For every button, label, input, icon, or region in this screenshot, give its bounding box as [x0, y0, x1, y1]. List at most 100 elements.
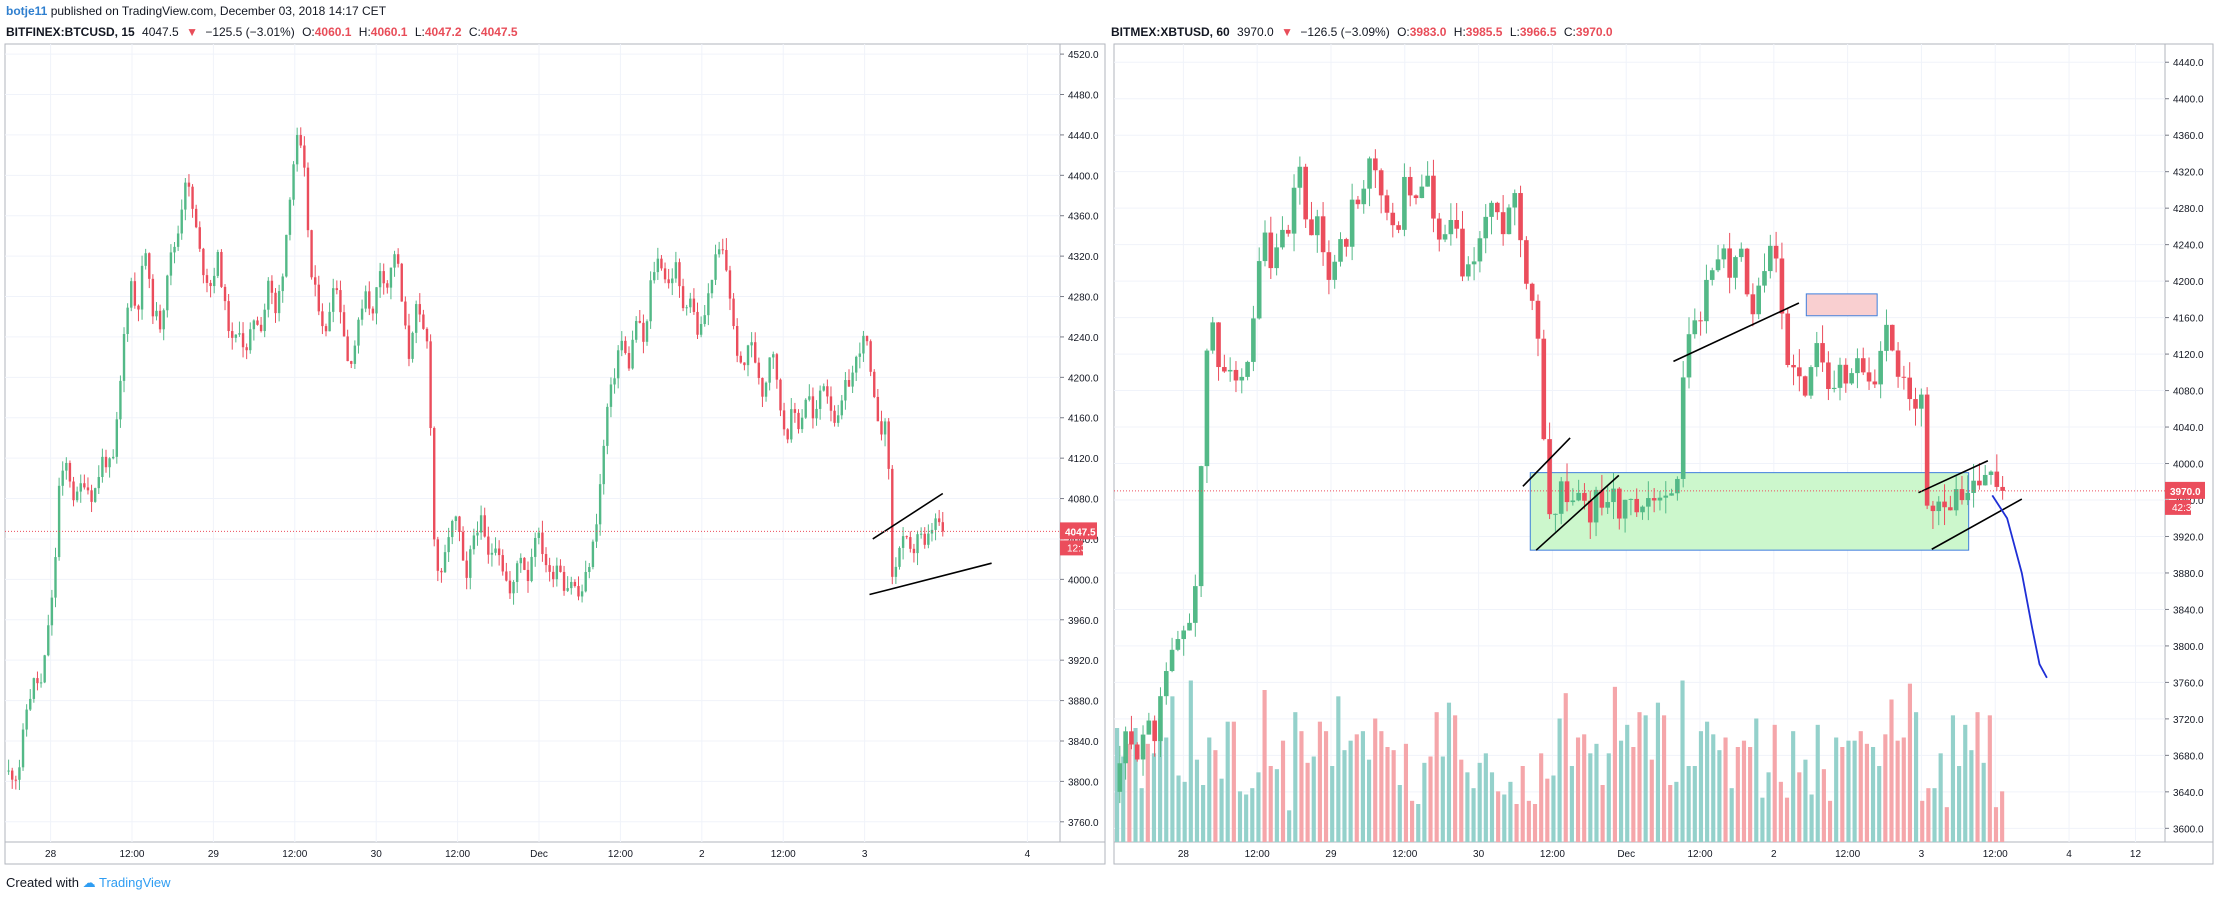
chart-right-volume-bar — [1127, 743, 1132, 842]
chart-right-volume-bar — [1483, 753, 1488, 842]
chart-right-candle-body — [1715, 259, 1721, 271]
tradingview-logo-icon: ☁ — [82, 875, 96, 890]
chart-left-candle-body — [649, 280, 652, 322]
chart-right-candle-body — [1129, 731, 1134, 745]
chart-right-candle-body — [1512, 193, 1518, 208]
chart-left-candle-body — [602, 445, 605, 485]
chart-right-xtick-label: 4 — [2066, 849, 2072, 860]
chart-left-ytick-label: 3880.0 — [1068, 697, 1099, 708]
chart-right-volume-bar — [1225, 721, 1230, 842]
chart-left-candle-body — [429, 341, 432, 429]
chart-right-candle-body — [1785, 313, 1791, 365]
chart-right-volume-bar — [1649, 759, 1654, 842]
chart-left-candle-body — [187, 182, 191, 187]
chart-right-candle-body — [1704, 279, 1709, 322]
chart-left-candle-body — [689, 298, 692, 308]
chart-right-volume-bar — [1164, 737, 1169, 842]
chart-right-volume-bar — [1889, 699, 1894, 842]
chart-left-candle-body — [512, 581, 515, 594]
chart-right-volume-bar — [1428, 756, 1433, 842]
chart-left-candle-body — [703, 315, 706, 325]
chart-right-ytick-label: 4120.0 — [2173, 350, 2204, 361]
chart-right-candle-body — [1640, 506, 1645, 513]
chart-left-candle-body — [552, 571, 555, 580]
chart-right-candle-body — [1576, 492, 1581, 501]
chart-left-candle-body — [180, 209, 183, 234]
chart-right-volume-bar — [1520, 766, 1525, 842]
chart-right-candle-body — [1465, 264, 1471, 277]
left-close: C:4047.5 — [468, 25, 518, 39]
chart-right-candle-body — [1582, 492, 1587, 501]
chart-right-volume-bar — [1944, 807, 1949, 842]
left-chart[interactable]: 3760.0 3800.0 3840.0 3880.0 3920.0 3960.0 4000… — [0, 42, 1110, 870]
chart-left-candle-body — [451, 520, 454, 538]
chart-right-volume-bar — [1176, 775, 1181, 842]
chart-left-candle-body — [378, 271, 382, 288]
chart-right-volume-bar — [1741, 740, 1747, 842]
chart-left-candle-body — [494, 548, 497, 553]
chart-left-candle-body — [47, 625, 50, 656]
left-symbol[interactable]: BITFINEX:BTCUSD, 15 — [6, 25, 135, 39]
chart-left-candle-body — [584, 571, 587, 592]
chart-left-price-label: 4047.5 — [1065, 527, 1096, 538]
chart-right-volume-bar — [1846, 740, 1851, 842]
chart-right-volume-bar — [1496, 791, 1501, 842]
chart-right-candle-body — [1831, 387, 1837, 390]
chart-left-candle-body — [407, 325, 411, 359]
chart-right-xtick-label: 12:00 — [1540, 849, 1565, 860]
chart-right-candle-body — [1338, 239, 1343, 262]
chart-right-volume-bar — [1379, 731, 1384, 842]
chart-right-volume-bar — [1182, 781, 1187, 842]
chart-left-candle-body — [685, 307, 688, 309]
chart-left-candle-body — [54, 557, 57, 598]
chart-right-trendline — [1535, 474, 1620, 551]
chart-right-volume-bar — [1883, 734, 1888, 842]
right-symbol[interactable]: BITMEX:XBTUSD, 60 — [1111, 25, 1230, 39]
chart-left-candle-body — [790, 409, 793, 440]
chart-left-candle-body — [937, 518, 941, 523]
chart-left-candle-body — [90, 490, 93, 502]
chart-right-candle-body — [1483, 216, 1489, 239]
chart-left-candle-body — [375, 287, 378, 314]
chart-right-ytick-label: 3640.0 — [2173, 788, 2204, 799]
chart-left-candle-body — [360, 308, 364, 320]
chart-right-volume-bar — [1219, 778, 1224, 842]
right-last: 3970.0 — [1237, 25, 1274, 39]
chart-left-candle-body — [505, 571, 508, 581]
chart-right-volume-bar — [1293, 712, 1298, 842]
chart-left-candle-body — [616, 350, 620, 379]
chart-left-candle-body — [804, 399, 807, 418]
chart-left-xtick-label: Dec — [530, 849, 548, 860]
chart-left-candle-body — [476, 532, 479, 536]
chart-right-volume-bar — [1754, 718, 1759, 842]
right-low: L:3966.5 — [1509, 25, 1557, 39]
chart-right-candle-body — [1605, 502, 1610, 508]
chart-left-candle-body — [544, 554, 548, 566]
chart-left-candle-body — [912, 548, 916, 554]
chart-left-ytick-label: 3760.0 — [1068, 818, 1099, 829]
author-name[interactable]: botje11 — [6, 4, 48, 18]
chart-right-volume-bar — [1772, 724, 1777, 842]
left-low: L:4047.2 — [414, 25, 462, 39]
chart-left-candle-body — [855, 356, 858, 373]
chart-right-candle-body — [1256, 261, 1262, 319]
chart-left-candle-body — [79, 483, 82, 492]
chart-left-ytick-label: 4320.0 — [1068, 252, 1099, 263]
chart-left-candle-body — [469, 549, 472, 578]
chart-right-countdown-label: 42:31 — [2172, 503, 2197, 514]
publish-text: published on TradingView.com, December 0… — [50, 4, 387, 18]
chart-right-volume-bar — [1508, 781, 1513, 842]
chart-left-candle-body — [472, 535, 476, 550]
chart-right-volume-bar — [1600, 785, 1605, 842]
chart-right-candle-body — [1872, 381, 1878, 385]
tradingview-link[interactable]: TradingView — [99, 875, 171, 890]
chart-left-candle-body — [176, 233, 180, 247]
chart-left-candle-body — [548, 565, 551, 572]
chart-left-candle-body — [414, 304, 418, 333]
chart-right-volume-bar — [1963, 724, 1968, 842]
chart-right-candle-body — [1797, 367, 1802, 377]
chart-right-ytick-label: 4200.0 — [2173, 277, 2204, 288]
right-chart[interactable]: 3600.0 3640.0 3680.0 3720.0 3760.0 3800.0 3840… — [1110, 42, 2217, 870]
chart-right-xtick-label: 3 — [1919, 849, 1925, 860]
chart-left-candle-body — [202, 248, 205, 276]
